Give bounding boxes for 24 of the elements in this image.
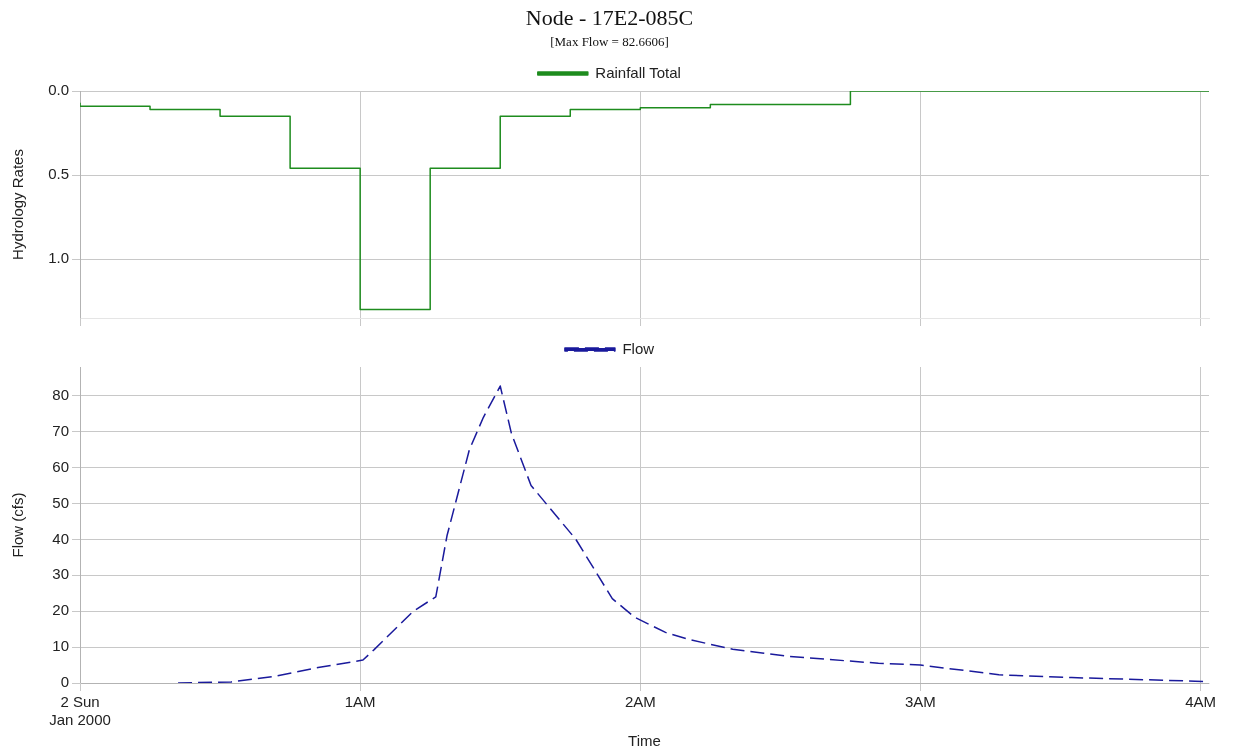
x-tick-label: 2AM — [624, 693, 656, 711]
y-tick-label: 10 — [52, 637, 69, 655]
y-axis-title: Hydrology Rates — [9, 149, 27, 260]
x-tick-label: 1AM — [344, 693, 376, 711]
y-tick-label: 0 — [60, 673, 69, 691]
y-tick-label: 1.0 — [48, 249, 69, 267]
chart-subtitle: [Max Flow = 82.6606] — [550, 33, 669, 49]
y-tick-label: 0.0 — [48, 81, 69, 99]
x-tick-label: 4AM — [1185, 693, 1217, 711]
y-tick-label: 50 — [52, 493, 69, 511]
y-tick-label: 0.5 — [48, 165, 69, 183]
chart-title: Node - 17E2-085C — [525, 4, 694, 30]
legend-label: Rainfall Total — [595, 63, 681, 81]
x-axis-title: Time — [628, 732, 661, 750]
legend-label: Flow — [622, 339, 655, 357]
y-tick-label: 20 — [52, 601, 69, 619]
x-tick-label: 2 Sun Jan 2000 — [49, 693, 111, 729]
y-tick-label: 70 — [52, 421, 69, 439]
y-tick-label: 60 — [52, 457, 69, 475]
y-axis-title: Flow (cfs) — [9, 492, 27, 558]
y-tick-label: 80 — [52, 385, 69, 403]
y-tick-label: 40 — [52, 529, 69, 547]
y-tick-label: 30 — [52, 565, 69, 583]
x-tick-label: 3AM — [905, 693, 936, 711]
